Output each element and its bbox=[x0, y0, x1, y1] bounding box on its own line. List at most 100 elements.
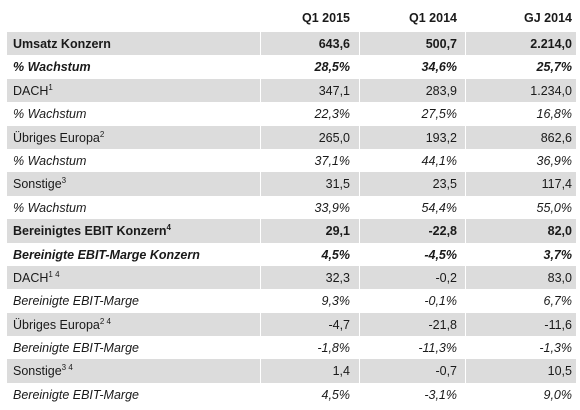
cell-value: 500,7 bbox=[425, 37, 457, 51]
cell-value: -1,3% bbox=[539, 341, 572, 356]
table-row: Sonstige3 4 1,4 -0,7 10,5 bbox=[7, 359, 576, 383]
cell-value: 28,5% bbox=[314, 60, 350, 75]
row-label: Übriges Europa2 4 bbox=[13, 316, 111, 332]
row-label-text: Übriges Europa bbox=[13, 317, 100, 332]
cell-value: 29,1 bbox=[325, 224, 350, 239]
table-row: Umsatz Konzern 643,6 500,7 2.214,0 bbox=[7, 32, 576, 56]
row-label-text: DACH bbox=[13, 270, 49, 285]
cell-value: 9,0% bbox=[543, 387, 573, 402]
cell-value: 36,9% bbox=[536, 153, 572, 168]
row-label: Übriges Europa2 bbox=[13, 129, 105, 145]
footnote-marker: 1 4 bbox=[48, 269, 60, 279]
row-label: Bereinigte EBIT-Marge bbox=[13, 294, 139, 308]
table-row: Bereinigte EBIT-Marge 9,3% -0,1% 6,7% bbox=[7, 289, 576, 312]
cell-value: 23,5 bbox=[432, 177, 457, 192]
row-label: Bereinigtes EBIT Konzern4 bbox=[13, 223, 171, 239]
cell-value: 27,5% bbox=[421, 107, 457, 122]
cell-value: 82,0 bbox=[547, 224, 572, 239]
cell-value: 265,0 bbox=[318, 130, 350, 145]
financial-table: Q1 2015 Q1 2014 GJ 2014 Umsatz Konzern 64… bbox=[7, 0, 576, 407]
cell-value: 193,2 bbox=[425, 130, 457, 145]
row-label: Bereinigte EBIT-Marge bbox=[13, 388, 139, 402]
row-label-text: DACH bbox=[13, 83, 49, 98]
table-row: Bereinigtes EBIT Konzern4 29,1 -22,8 82,0 bbox=[7, 219, 576, 243]
footnote-marker: 1 bbox=[48, 82, 53, 92]
table-body: Umsatz Konzern 643,6 500,7 2.214,0 % Wachstu… bbox=[7, 32, 576, 406]
cell-value: 33,9% bbox=[314, 200, 350, 215]
cell-value: -1,8% bbox=[317, 341, 350, 356]
cell-value: 32,3 bbox=[325, 270, 350, 285]
table-row: Sonstige3 31,5 23,5 117,4 bbox=[7, 172, 576, 196]
table-row: DACH1 347,1 283,9 1.234,0 bbox=[7, 78, 576, 103]
column-divider bbox=[359, 32, 360, 407]
table-row: % Wachstum 22,3% 27,5% 16,8% bbox=[7, 102, 576, 125]
table-row: Bereinigte EBIT-Marge -1,8% -11,3% -1,3% bbox=[7, 336, 576, 359]
row-label: Sonstige3 4 bbox=[13, 363, 73, 379]
cell-value: 54,4% bbox=[421, 200, 457, 215]
cell-value: -22,8 bbox=[428, 224, 458, 239]
table-row: Übriges Europa2 4 -4,7 -21,8 -11,6 bbox=[7, 312, 576, 337]
cell-value: 283,9 bbox=[425, 83, 457, 98]
cell-value: -0,1% bbox=[424, 294, 457, 309]
cell-value: 44,1% bbox=[421, 153, 457, 168]
cell-value: 22,3% bbox=[314, 107, 350, 122]
cell-value: 31,5 bbox=[325, 177, 350, 192]
row-label-text: Bereinigtes EBIT Konzern bbox=[13, 224, 167, 239]
row-label: % Wachstum bbox=[13, 154, 86, 168]
cell-value: -4,5% bbox=[424, 247, 457, 262]
row-label: Bereinigte EBIT-Marge Konzern bbox=[13, 248, 200, 262]
row-label-text: % Wachstum bbox=[13, 107, 87, 122]
row-label-text: Bereinigte EBIT-Marge bbox=[13, 387, 139, 402]
cell-value: -0,2 bbox=[435, 270, 457, 285]
cell-value: 4,5% bbox=[321, 387, 351, 402]
cell-value: 1.234,0 bbox=[530, 83, 572, 98]
cell-value: 37,1% bbox=[314, 153, 350, 168]
cell-value: -21,8 bbox=[428, 317, 458, 332]
footnote-marker: 3 bbox=[61, 176, 67, 186]
cell-value: 6,7% bbox=[543, 294, 573, 309]
footnote-marker: 2 4 bbox=[99, 316, 111, 326]
table-header: Q1 2015 Q1 2014 GJ 2014 bbox=[7, 0, 576, 32]
table-row: Bereinigte EBIT-Marge 4,5% -3,1% 9,0% bbox=[7, 383, 576, 406]
cell-value: 347,1 bbox=[318, 83, 350, 98]
table-row: Bereinigte EBIT-Marge Konzern 4,5% -4,5% 3,… bbox=[7, 243, 576, 266]
row-label-text: Umsatz Konzern bbox=[13, 37, 111, 51]
cell-value: 9,3% bbox=[321, 294, 351, 309]
cell-value: 4,5% bbox=[321, 247, 351, 262]
cell-value: 34,6% bbox=[421, 60, 457, 75]
row-label: Umsatz Konzern bbox=[13, 37, 111, 51]
table-row: Übriges Europa2 265,0 193,2 862,6 bbox=[7, 125, 576, 149]
cell-value: 643,6 bbox=[318, 37, 350, 51]
footnote-marker: 2 bbox=[99, 129, 105, 139]
row-label-text: Bereinigte EBIT-Marge bbox=[13, 294, 139, 309]
row-label-text: Übriges Europa bbox=[13, 130, 100, 145]
cell-value: 862,6 bbox=[540, 130, 572, 145]
cell-value: 10,5 bbox=[547, 364, 572, 379]
cell-value: -4,7 bbox=[328, 317, 350, 332]
column-divider bbox=[260, 32, 261, 407]
row-label: Bereinigte EBIT-Marge bbox=[13, 341, 139, 355]
cell-value: -11,3% bbox=[418, 341, 457, 356]
footnote-marker: 4 bbox=[166, 223, 171, 233]
cell-value: 16,8% bbox=[536, 107, 572, 122]
table-row: % Wachstum 28,5% 34,6% 25,7% bbox=[7, 55, 576, 78]
row-label: % Wachstum bbox=[13, 60, 91, 74]
cell-value: 83,0 bbox=[547, 270, 572, 285]
cell-value: 2.214,0 bbox=[530, 37, 572, 51]
row-label: DACH1 bbox=[13, 82, 53, 98]
cell-value: 1,4 bbox=[332, 364, 350, 379]
row-label-text: Bereinigte EBIT-Marge Konzern bbox=[13, 247, 200, 262]
row-label-text: % Wachstum bbox=[13, 200, 87, 215]
column-header-gj-2014: GJ 2014 bbox=[524, 11, 572, 25]
cell-value: -11,6 bbox=[544, 317, 572, 332]
row-label: % Wachstum bbox=[13, 107, 86, 121]
table-row: % Wachstum 33,9% 54,4% 55,0% bbox=[7, 196, 576, 219]
table-row: % Wachstum 37,1% 44,1% 36,9% bbox=[7, 149, 576, 172]
row-label-text: Sonstige bbox=[13, 364, 62, 379]
footnote-marker: 3 4 bbox=[61, 363, 73, 373]
row-label: % Wachstum bbox=[13, 201, 86, 215]
cell-value: 3,7% bbox=[543, 247, 573, 262]
cell-value: 117,4 bbox=[541, 177, 572, 192]
cell-value: -0,7 bbox=[435, 364, 457, 379]
cell-value: -3,1% bbox=[424, 387, 457, 402]
